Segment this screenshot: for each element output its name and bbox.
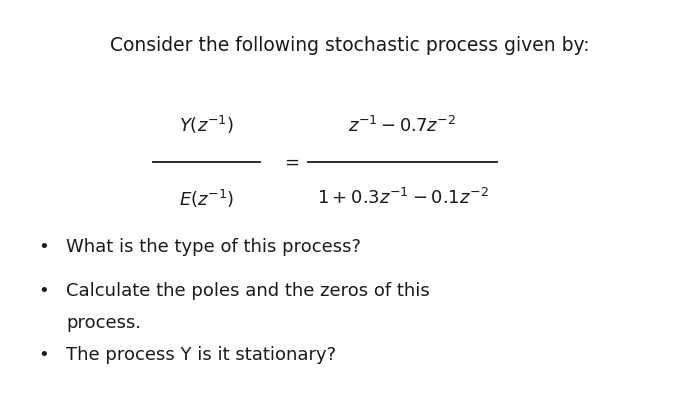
Text: Consider the following stochastic process given by:: Consider the following stochastic proces… — [110, 36, 590, 55]
Text: Calculate the poles and the zeros of this: Calculate the poles and the zeros of thi… — [66, 282, 430, 300]
Text: •: • — [38, 238, 49, 256]
Text: $E(z^{-1})$: $E(z^{-1})$ — [179, 188, 234, 210]
Text: process.: process. — [66, 314, 141, 332]
Text: $Y(z^{-1})$: $Y(z^{-1})$ — [179, 114, 234, 136]
Text: $1+0.3z^{-1}-0.1z^{-2}$: $1+0.3z^{-1}-0.1z^{-2}$ — [316, 188, 489, 208]
Text: $=$: $=$ — [281, 153, 300, 171]
Text: $z^{-1}-0.7z^{-2}$: $z^{-1}-0.7z^{-2}$ — [349, 116, 456, 136]
Text: •: • — [38, 282, 49, 300]
Text: What is the type of this process?: What is the type of this process? — [66, 238, 361, 256]
Text: The process Y is it stationary?: The process Y is it stationary? — [66, 346, 337, 364]
Text: •: • — [38, 346, 49, 364]
